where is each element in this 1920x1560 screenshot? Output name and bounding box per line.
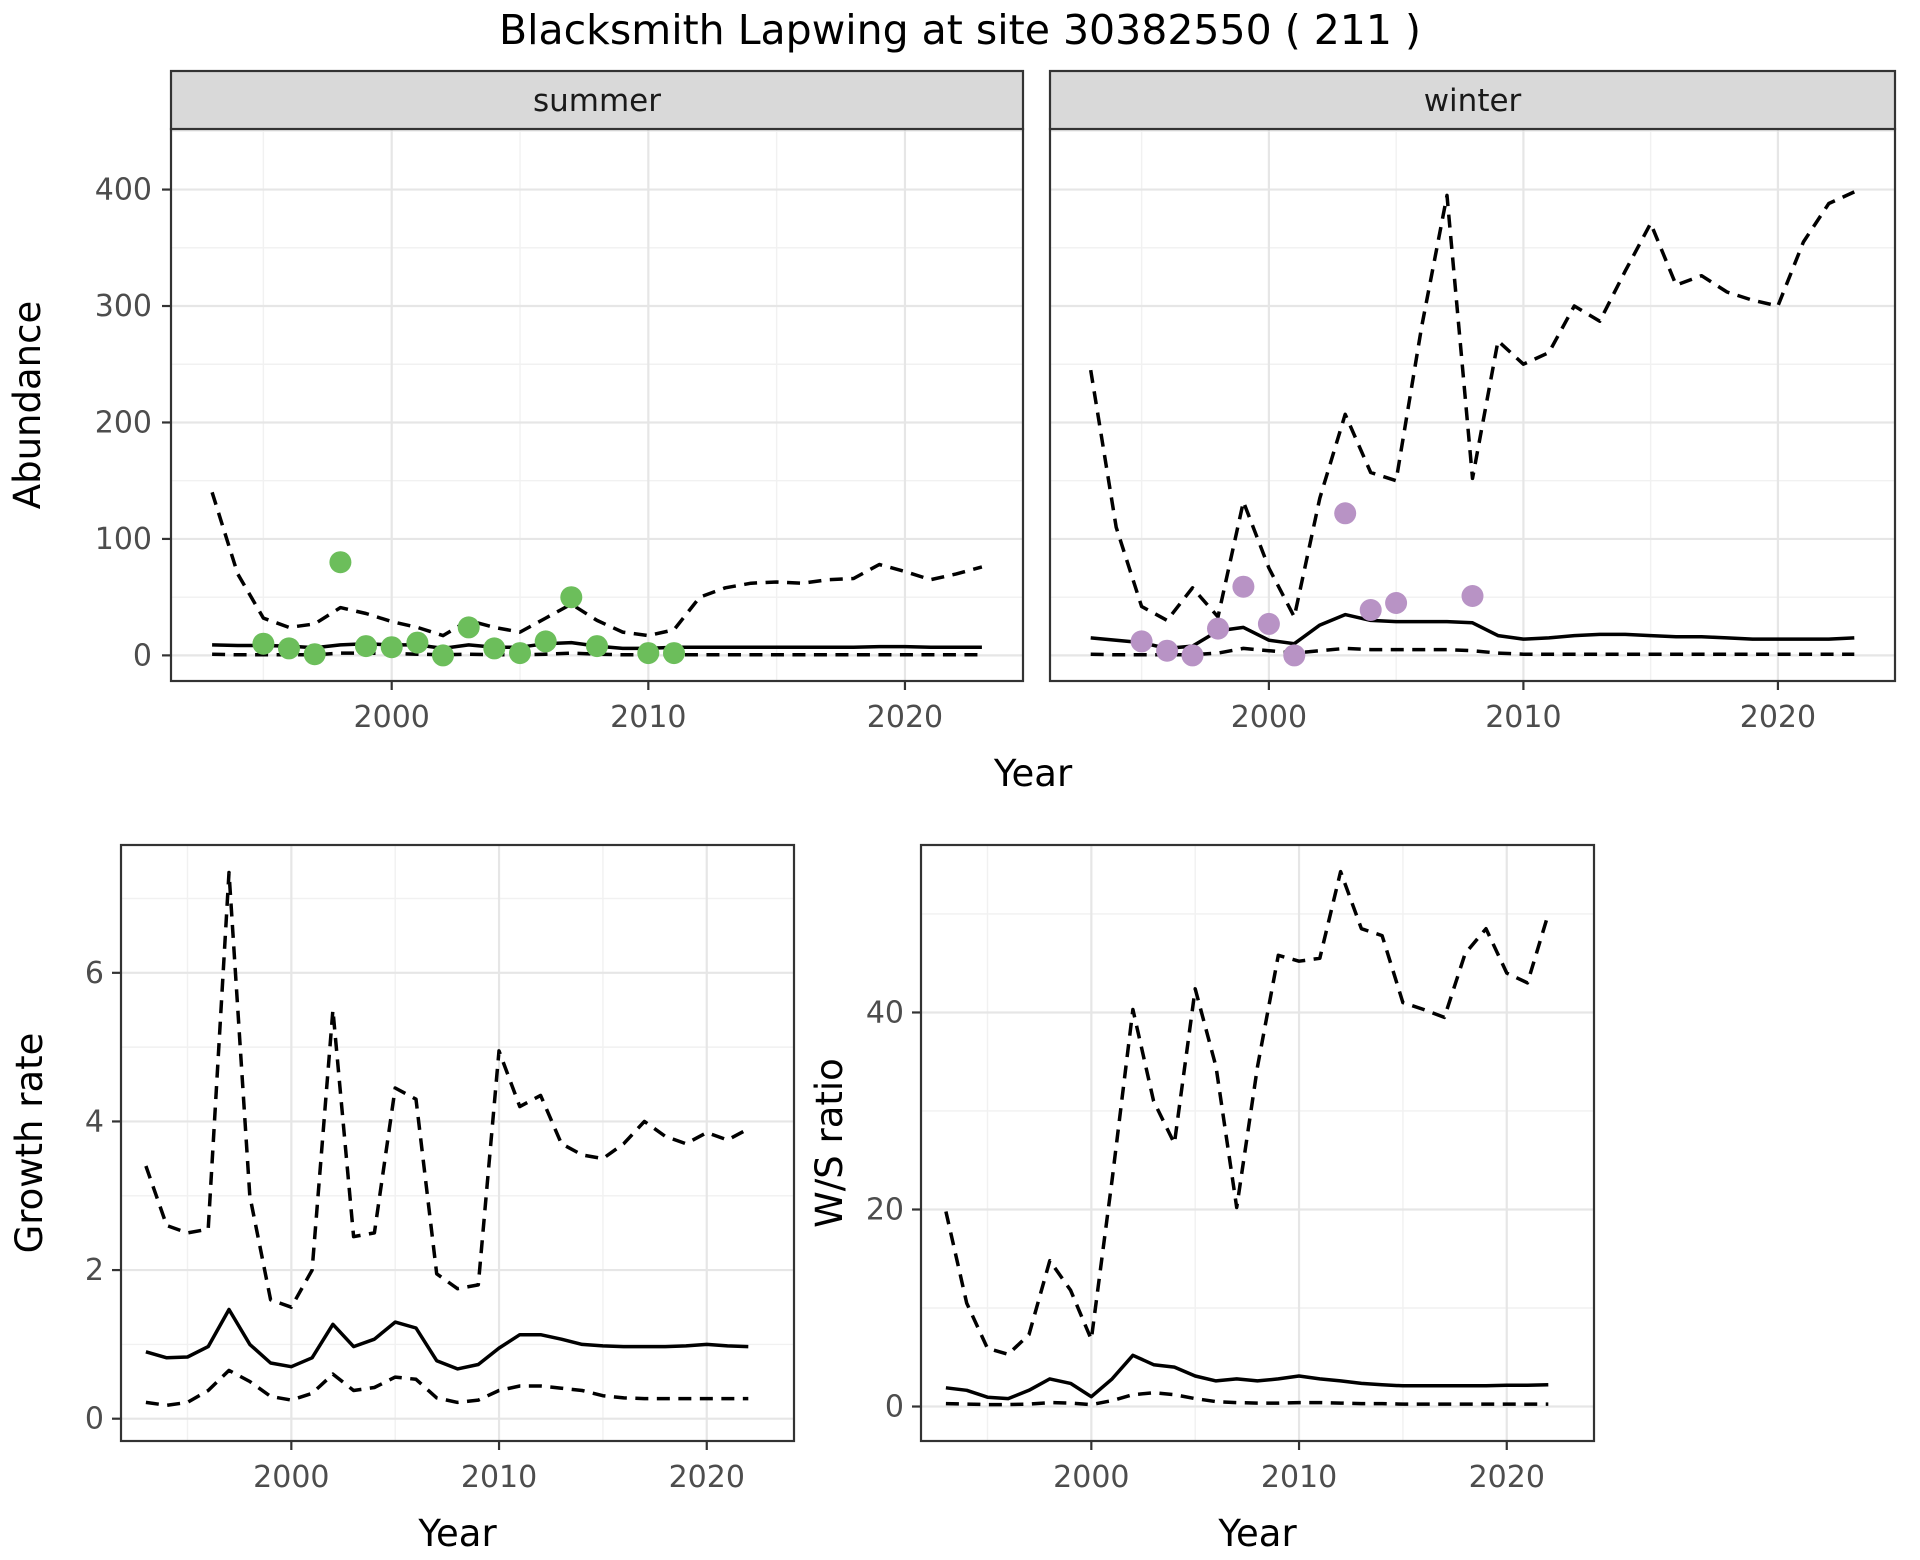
data-point — [586, 635, 608, 658]
y-tick-label: 100 — [95, 522, 152, 557]
y-tick-label: 4 — [85, 1104, 104, 1139]
facet-strip-summer — [169, 69, 1025, 131]
y-tick-label: 0 — [885, 1390, 904, 1425]
x-tick-label: 2010 — [461, 1460, 537, 1495]
data-point — [663, 642, 685, 665]
x-axis-title-ws-ratio: Year — [1217, 1512, 1297, 1555]
data-point — [534, 630, 557, 653]
x-tick-label: 2000 — [1053, 1460, 1129, 1495]
x-tick-label: 2010 — [610, 700, 686, 735]
x-tick-label: 2010 — [1485, 700, 1561, 735]
data-point — [432, 644, 454, 667]
y-tick-label: 20 — [866, 1192, 904, 1227]
data-point — [1232, 575, 1255, 598]
y-tick-label: 40 — [866, 995, 904, 1030]
series-upper-ci — [144, 870, 750, 1309]
y-axis-title-abundance: Abundance — [6, 301, 49, 509]
data-point — [252, 632, 275, 655]
series-lower-ci — [145, 1368, 749, 1408]
data-point — [457, 616, 480, 639]
strip-label: summer — [533, 83, 661, 119]
y-tick-label: 200 — [95, 405, 152, 440]
series-median — [945, 1353, 1549, 1401]
series-upper-ci — [210, 491, 983, 638]
data-point — [278, 637, 300, 660]
y-axis-title-ws-ratio: W/S ratio — [808, 1058, 851, 1228]
panel-border — [169, 127, 1025, 683]
data-point — [355, 635, 377, 658]
y-tick-label: 2 — [85, 1253, 104, 1288]
x-tick-label: 2010 — [1261, 1460, 1337, 1495]
y-axis-title-growth-rate: Growth rate — [8, 1033, 51, 1254]
data-point — [1156, 639, 1179, 662]
series-upper-ci — [944, 869, 1550, 1357]
x-tick-label: 2000 — [253, 1460, 329, 1495]
data-point — [1461, 585, 1484, 607]
x-axis-title-abundance: Year — [993, 752, 1073, 795]
x-tick-label: 2020 — [867, 700, 943, 735]
series-lower-ci — [945, 1390, 1549, 1407]
data-point — [406, 631, 429, 654]
strip-label: winter — [1424, 83, 1522, 119]
panel-border — [919, 843, 1596, 1443]
figure-title: Blacksmith Lapwing at site 30382550 ( 21… — [498, 6, 1422, 54]
y-tick-label: 0 — [133, 638, 152, 673]
data-point — [380, 636, 403, 659]
data-point — [1334, 502, 1357, 525]
x-tick-label: 2000 — [354, 700, 430, 735]
x-tick-label: 2020 — [1740, 700, 1816, 735]
data-point — [1207, 617, 1229, 640]
series-upper-ci — [1088, 190, 1856, 623]
data-point — [483, 637, 506, 660]
data-point — [1283, 644, 1306, 667]
y-tick-label: 400 — [95, 173, 152, 208]
data-point — [1181, 644, 1204, 667]
series-median — [1090, 612, 1855, 651]
data-point — [329, 551, 352, 574]
data-point — [1257, 612, 1280, 635]
data-point — [560, 586, 583, 609]
data-point — [1130, 630, 1153, 653]
x-axis-title-growth-rate: Year — [417, 1512, 497, 1555]
series-median — [145, 1307, 749, 1371]
y-tick-label: 0 — [85, 1402, 104, 1437]
x-tick-label: 2020 — [1469, 1460, 1545, 1495]
series-lower-ci — [1090, 646, 1855, 657]
data-point — [1385, 592, 1408, 614]
facet-strip-winter — [1048, 69, 1897, 131]
y-tick-label: 300 — [95, 289, 152, 324]
data-point — [509, 642, 531, 665]
x-tick-label: 2000 — [1231, 700, 1307, 735]
y-tick-label: 6 — [85, 956, 104, 991]
panel-border — [119, 843, 796, 1443]
x-tick-label: 2020 — [669, 1460, 745, 1495]
data-point — [303, 643, 326, 666]
data-point — [637, 642, 660, 665]
data-point — [1359, 599, 1382, 621]
